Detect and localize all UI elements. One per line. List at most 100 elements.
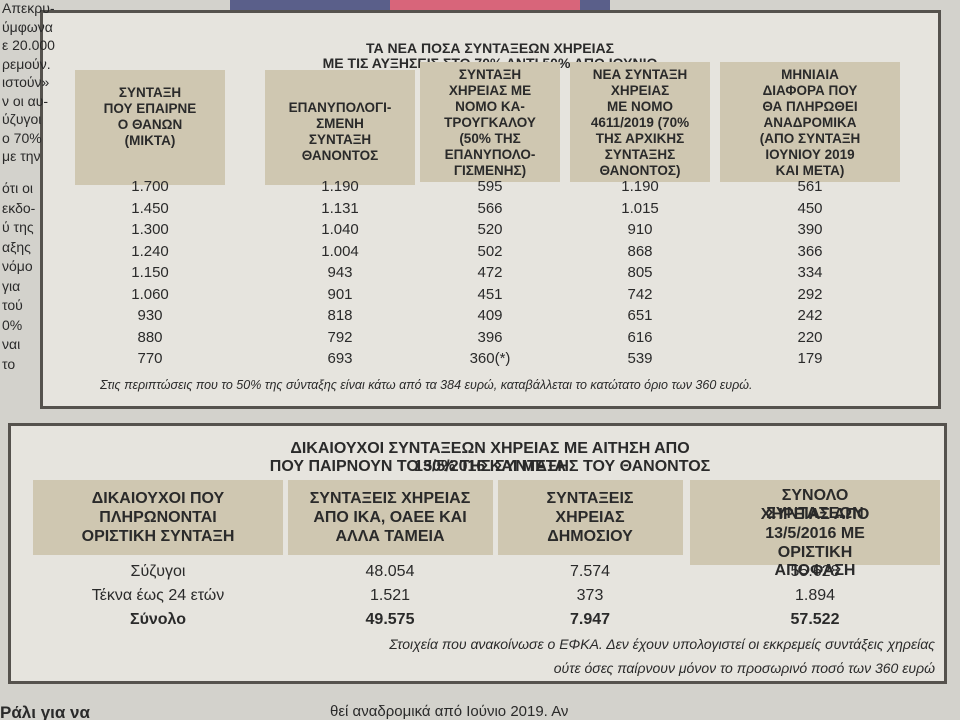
header-cell bbox=[497, 480, 683, 555]
table-cell: 7.574 bbox=[569, 563, 611, 580]
table-cell: 1.004 bbox=[321, 242, 359, 260]
header-cell bbox=[420, 62, 560, 182]
header-cell bbox=[33, 480, 283, 555]
header-cell bbox=[690, 480, 940, 565]
header-text: ΣΥΝΤΑΞΗ bbox=[118, 85, 182, 100]
table-cell: 179 bbox=[797, 350, 823, 367]
header-text: ΜΗΝΙΑΙΑ bbox=[781, 67, 839, 82]
header-cell bbox=[570, 62, 710, 182]
header-text: (50% ΤΗΣ bbox=[459, 131, 521, 146]
table-cell: 943 bbox=[327, 264, 353, 281]
table-cell: 1.521 bbox=[369, 587, 411, 604]
header-text: ΣΜΕΝΗ bbox=[316, 116, 364, 131]
table-cell: 818 bbox=[327, 307, 353, 324]
table-cell: 520 bbox=[477, 221, 503, 238]
header-text: ΟΡΙΣΤΙΚΗ ΑΠΟΦΑΣΗ bbox=[774, 544, 856, 579]
table-cell: 57.522 bbox=[790, 611, 840, 628]
table-cell: 373 bbox=[576, 587, 604, 604]
table-cell: 334 bbox=[797, 264, 823, 281]
margin-text: για bbox=[2, 277, 21, 294]
table-cell: 880 bbox=[137, 328, 163, 346]
margin-text: ν οι αυ- bbox=[2, 92, 49, 109]
margin-text: ότι οι bbox=[2, 180, 34, 196]
header-text: 4611/2019 (70% bbox=[590, 115, 690, 130]
margin-text: αξης bbox=[2, 238, 31, 255]
table-cell: 868 bbox=[627, 242, 653, 260]
table-cell: 451 bbox=[477, 285, 503, 303]
footer-text: Ράλι για να bbox=[0, 703, 90, 720]
header-text: ΧΗΡΕΙΑΣ bbox=[610, 83, 670, 98]
table-cell: Σύνολο bbox=[129, 611, 187, 628]
table-cell: 566 bbox=[477, 199, 503, 217]
table-cell: Σύζυγοι bbox=[130, 563, 186, 580]
table-cell: 595 bbox=[477, 178, 503, 195]
header-text: ΣΥΝΟΛΟ ΣΥΝΤΑΞΕΩΝ bbox=[766, 487, 864, 522]
margin-text: ύμφωνα bbox=[2, 18, 53, 35]
header-cell bbox=[265, 70, 415, 185]
margin-text: ιστούν» bbox=[2, 74, 50, 90]
header-text: ΘΑ ΠΛΗΡΩΘΕΙ bbox=[762, 99, 858, 114]
margin-text: ε 20.000 bbox=[2, 37, 55, 53]
margin-text: το bbox=[2, 355, 16, 372]
table-title: ΤΑ ΝΕΑ ΠΟΣΑ ΣΥΝΤΑΞΕΩΝ ΧΗΡΕΙΑΣ bbox=[366, 40, 614, 56]
table-cell: 1.450 bbox=[131, 199, 169, 217]
header-cell bbox=[720, 62, 900, 182]
margin-text: 0% bbox=[2, 316, 23, 333]
header-text: ΕΠΑΝΥΠΟΛΟΓΙ- bbox=[288, 100, 392, 115]
header-text: ΠΟΥ ΕΠΑΙΡΝΕ bbox=[103, 101, 197, 116]
margin-text: τού bbox=[2, 297, 23, 313]
header-text: ΑΝΑΔΡΟΜΙΚΑ bbox=[763, 115, 857, 130]
header-text: ΤΡΟΥΓΚΑΛΟΥ bbox=[444, 115, 536, 130]
table-cell: 1.240 bbox=[131, 242, 169, 260]
header-text: ΑΠΟ ΙΚΑ, ΟΑΕΕ ΚΑΙ bbox=[313, 509, 467, 526]
header-text: ΔΙΚΑΙΟΥΧΟΙ ΠΟΥ bbox=[91, 490, 225, 507]
table-cell: 930 bbox=[137, 307, 163, 324]
header-text: ΘΑΝΟΝΤΟΣ) bbox=[599, 163, 681, 178]
table-cell: 651 bbox=[627, 307, 653, 324]
table-title: ΔΙΚΑΙΟΥΧΟΙ ΣΥΝΤΑΞΕΩΝ ΧΗΡΕΙΑΣ ΜΕ ΑΙΤΗΣΗ Α… bbox=[290, 440, 690, 475]
table-title: ΠΟΥ ΠΑΙΡΝΟΥΝ ΤΟ 50% ΤΗΣ ΣΥΝΤΑΞΗΣ ΤΟΥ ΘΑΝ… bbox=[269, 458, 711, 475]
header-text: ΣΥΝΤΑΞΗ bbox=[308, 132, 372, 147]
margin-text: νόμο bbox=[2, 258, 33, 274]
table-cell: 396 bbox=[477, 328, 503, 346]
table-cell: 1.131 bbox=[321, 199, 359, 217]
margin-text: ρεμούν. bbox=[2, 55, 51, 72]
header-text: ΓΙΣΜΕΝΗΣ) bbox=[453, 163, 527, 178]
table-cell: 472 bbox=[477, 264, 503, 281]
table-cell: 450 bbox=[797, 199, 823, 217]
table-cell: 1.894 bbox=[794, 587, 836, 604]
header-text: (ΑΠΟ ΣΥΝΤΑΞΗ bbox=[759, 131, 861, 146]
table-cell: 616 bbox=[627, 328, 653, 346]
table-cell: 1.700 bbox=[131, 178, 169, 195]
table-cell: 1.300 bbox=[131, 221, 169, 238]
table-cell: 910 bbox=[627, 221, 653, 238]
header-text: ΔΙΑΦΟΡΑ ΠΟΥ bbox=[762, 83, 858, 98]
table-cell: 770 bbox=[137, 350, 163, 367]
header-text: ΜΕ ΝΟΜΟ bbox=[607, 99, 673, 114]
table-cell: 1.190 bbox=[621, 178, 659, 195]
header-text: ΤΗΣ ΑΡΧΙΚΗΣ bbox=[595, 131, 685, 146]
table-cell: Τέκνα έως 24 ετών bbox=[91, 587, 225, 604]
table-note: ούτε όσες παίρνουν μόνον το προσωρινό πο… bbox=[553, 660, 935, 676]
header-text: ΚΑΙ ΜΕΤΑ) bbox=[775, 163, 845, 178]
header-text: ΝΟΜΟ ΚΑ- bbox=[455, 99, 525, 114]
margin-text: ύ της bbox=[2, 219, 34, 235]
table-cell: 360(*) bbox=[469, 350, 511, 367]
header-text: ΧΗΡΕΙΑΣ bbox=[555, 509, 625, 526]
table-cell: 390 bbox=[797, 221, 823, 238]
table-cell: 409 bbox=[477, 307, 503, 324]
table-cell: 1.190 bbox=[321, 178, 359, 195]
margin-text: ο 70% bbox=[2, 129, 42, 146]
table-cell: 48.054 bbox=[365, 563, 415, 580]
table-cell: 292 bbox=[797, 285, 823, 303]
header-text: (ΜΙΚΤΑ) bbox=[124, 133, 176, 148]
table-cell: 49.575 bbox=[365, 611, 415, 628]
table-cell: 7.947 bbox=[569, 611, 611, 628]
table-note: Στις περιπτώσεις που το 50% της σύνταξης… bbox=[100, 378, 753, 392]
header-text: ΠΛΗΡΩΝΟΝΤΑΙ bbox=[99, 509, 217, 526]
margin-text: με την bbox=[2, 148, 41, 164]
header-text: ΟΡΙΣΤΙΚΗ ΣΥΝΤΑΞΗ bbox=[81, 528, 235, 545]
table-cell: 693 bbox=[327, 350, 353, 367]
table-cell: 901 bbox=[327, 285, 353, 303]
